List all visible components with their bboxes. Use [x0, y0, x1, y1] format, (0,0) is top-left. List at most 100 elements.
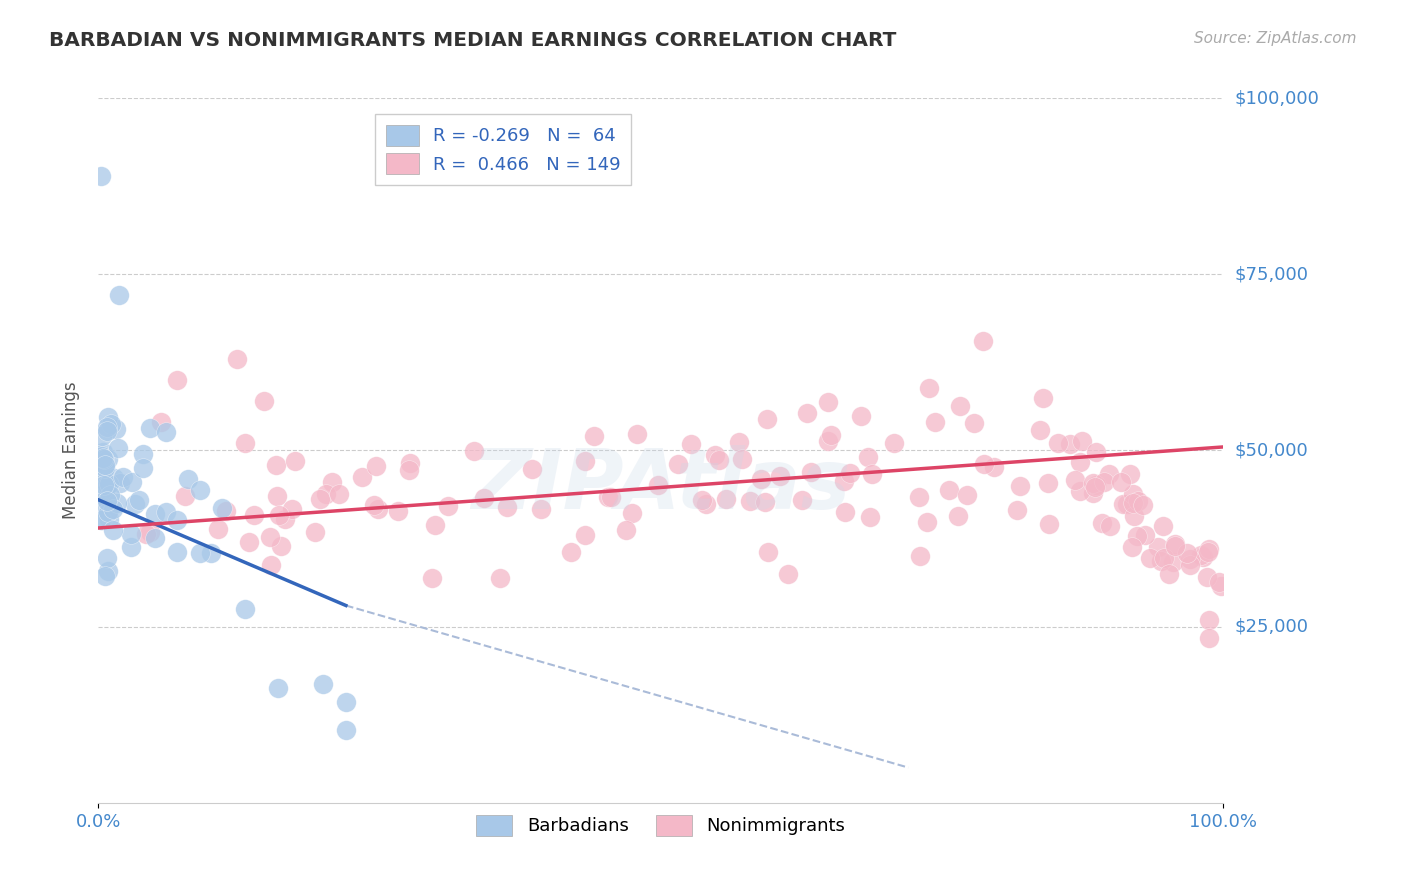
Point	[647, 478, 669, 492]
Point	[100, 417, 122, 431]
Point	[425, 517, 447, 532]
Point	[1178, 558, 1201, 572]
Point	[155, 425, 177, 440]
Point	[93, 568, 115, 582]
Point	[243, 508, 266, 522]
Point	[769, 469, 792, 483]
Point	[226, 351, 249, 366]
Text: BARBADIAN VS NONIMMIGRANTS MEDIAN EARNINGS CORRELATION CHART: BARBADIAN VS NONIMMIGRANTS MEDIAN EARNIN…	[49, 31, 897, 50]
Point	[1098, 467, 1121, 481]
Point	[98, 476, 121, 491]
Point	[704, 448, 727, 462]
Point	[817, 395, 839, 409]
Point	[1178, 551, 1201, 566]
Point	[1038, 475, 1060, 490]
Point	[973, 458, 995, 472]
Point	[1175, 546, 1198, 560]
Point	[90, 169, 112, 183]
Point	[233, 602, 256, 616]
Point	[1029, 423, 1052, 437]
Point	[955, 488, 977, 502]
Point	[121, 475, 143, 489]
Point	[938, 483, 960, 497]
Point	[120, 527, 142, 541]
Point	[738, 493, 761, 508]
Point	[1085, 445, 1108, 459]
Point	[135, 526, 157, 541]
Point	[1161, 555, 1184, 569]
Point	[574, 528, 596, 542]
Point	[366, 458, 388, 473]
Point	[105, 495, 128, 509]
Point	[1032, 391, 1054, 405]
Point	[758, 545, 780, 559]
Point	[309, 492, 332, 507]
Point	[918, 381, 941, 395]
Point	[1198, 541, 1220, 556]
Point	[139, 525, 162, 540]
Point	[321, 475, 343, 489]
Point	[132, 446, 155, 460]
Point	[91, 512, 114, 526]
Point	[166, 373, 188, 387]
Point	[101, 502, 124, 516]
Point	[252, 394, 274, 409]
Point	[143, 531, 166, 545]
Point	[103, 523, 125, 537]
Point	[1128, 494, 1150, 508]
Point	[707, 453, 730, 467]
Point	[166, 513, 188, 527]
Point	[1198, 613, 1220, 627]
Point	[679, 437, 702, 451]
Point	[284, 453, 307, 467]
Text: $75,000: $75,000	[1234, 265, 1309, 284]
Point	[166, 545, 188, 559]
Point	[96, 452, 118, 467]
Legend: Barbadians, Nonimmigrants: Barbadians, Nonimmigrants	[470, 808, 852, 843]
Point	[834, 505, 856, 519]
Point	[727, 434, 749, 449]
Point	[626, 426, 648, 441]
Point	[530, 502, 553, 516]
Point	[128, 493, 150, 508]
Point	[211, 500, 233, 515]
Text: ZIPAtlas: ZIPAtlas	[471, 445, 851, 526]
Point	[583, 429, 606, 443]
Y-axis label: Median Earnings: Median Earnings	[62, 382, 80, 519]
Point	[352, 470, 374, 484]
Point	[1132, 498, 1154, 512]
Point	[849, 409, 872, 424]
Point	[96, 424, 118, 438]
Point	[949, 399, 972, 413]
Point	[754, 495, 776, 509]
Point	[177, 472, 200, 486]
Point	[1098, 518, 1121, 533]
Point	[155, 505, 177, 519]
Point	[110, 475, 132, 490]
Point	[1008, 479, 1031, 493]
Point	[1038, 516, 1060, 531]
Point	[215, 504, 238, 518]
Point	[599, 491, 621, 505]
Point	[800, 465, 823, 479]
Point	[1157, 566, 1180, 581]
Point	[946, 509, 969, 524]
Point	[915, 516, 938, 530]
Point	[90, 449, 112, 463]
Point	[94, 486, 117, 500]
Point	[1119, 467, 1142, 481]
Point	[90, 500, 112, 514]
Point	[817, 434, 839, 448]
Point	[174, 489, 197, 503]
Point	[233, 436, 256, 450]
Point	[260, 558, 283, 572]
Point	[1153, 551, 1175, 566]
Point	[335, 695, 357, 709]
Point	[790, 492, 813, 507]
Point	[367, 502, 389, 516]
Point	[1126, 528, 1149, 542]
Point	[1198, 632, 1220, 646]
Point	[270, 539, 292, 553]
Point	[796, 406, 818, 420]
Point	[150, 415, 173, 429]
